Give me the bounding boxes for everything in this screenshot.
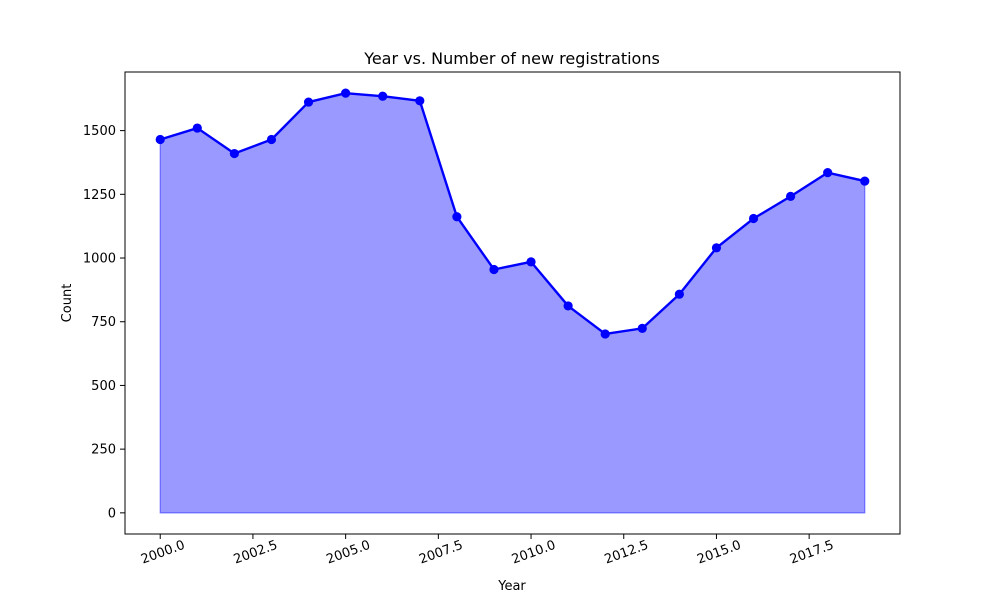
data-point [155, 134, 165, 145]
x-axis-label: Year [497, 579, 526, 594]
x-tick-label: 2000.0 [139, 538, 187, 568]
chart-title: Year vs. Number of new registrations [363, 49, 660, 68]
y-tick-label: 1500 [83, 124, 116, 139]
x-tick-label: 2012.5 [603, 538, 651, 568]
data-point [489, 264, 499, 275]
data-point [378, 91, 388, 101]
data-point [192, 123, 202, 133]
data-point [637, 323, 647, 333]
x-tick-label: 2015.0 [695, 538, 743, 568]
y-tick-label: 1250 [83, 188, 116, 203]
y-tick-label: 750 [91, 315, 116, 330]
series-line [159, 91, 866, 336]
data-point [415, 96, 425, 106]
plot-area [155, 88, 870, 514]
data-point [823, 168, 833, 178]
data-point [748, 213, 759, 224]
y-tick-label: 500 [91, 379, 116, 394]
data-point [266, 134, 277, 145]
data-point [860, 176, 870, 186]
data-point [229, 148, 239, 159]
y-tick-label: 250 [91, 443, 116, 458]
y-axis-label: Count [60, 284, 75, 323]
x-tick-label: 2005.0 [324, 538, 372, 568]
plot-frame [124, 71, 901, 535]
data-point [674, 289, 684, 299]
area-fill [159, 92, 866, 514]
x-tick-label: 2002.5 [232, 538, 280, 568]
data-point [600, 329, 610, 339]
data-point [303, 97, 314, 107]
data-point [341, 88, 351, 98]
x-axis: 2000.0 2002.5 2005.0 2007.5 2010.0 2012.5 2015… [139, 534, 836, 568]
data-point [711, 243, 722, 253]
x-tick-label: 2017.5 [788, 538, 836, 568]
data-point [563, 301, 573, 311]
y-tick-label: 1000 [83, 252, 116, 267]
y-tick-label: 0 [108, 506, 116, 521]
data-point [452, 212, 462, 222]
data-point [526, 257, 536, 267]
data-point [786, 191, 796, 201]
x-tick-label: 2010.0 [510, 538, 558, 568]
x-tick-label: 2007.5 [417, 538, 465, 568]
y-axis: 0 250 500 750 1000 1250 1500 [83, 124, 125, 521]
